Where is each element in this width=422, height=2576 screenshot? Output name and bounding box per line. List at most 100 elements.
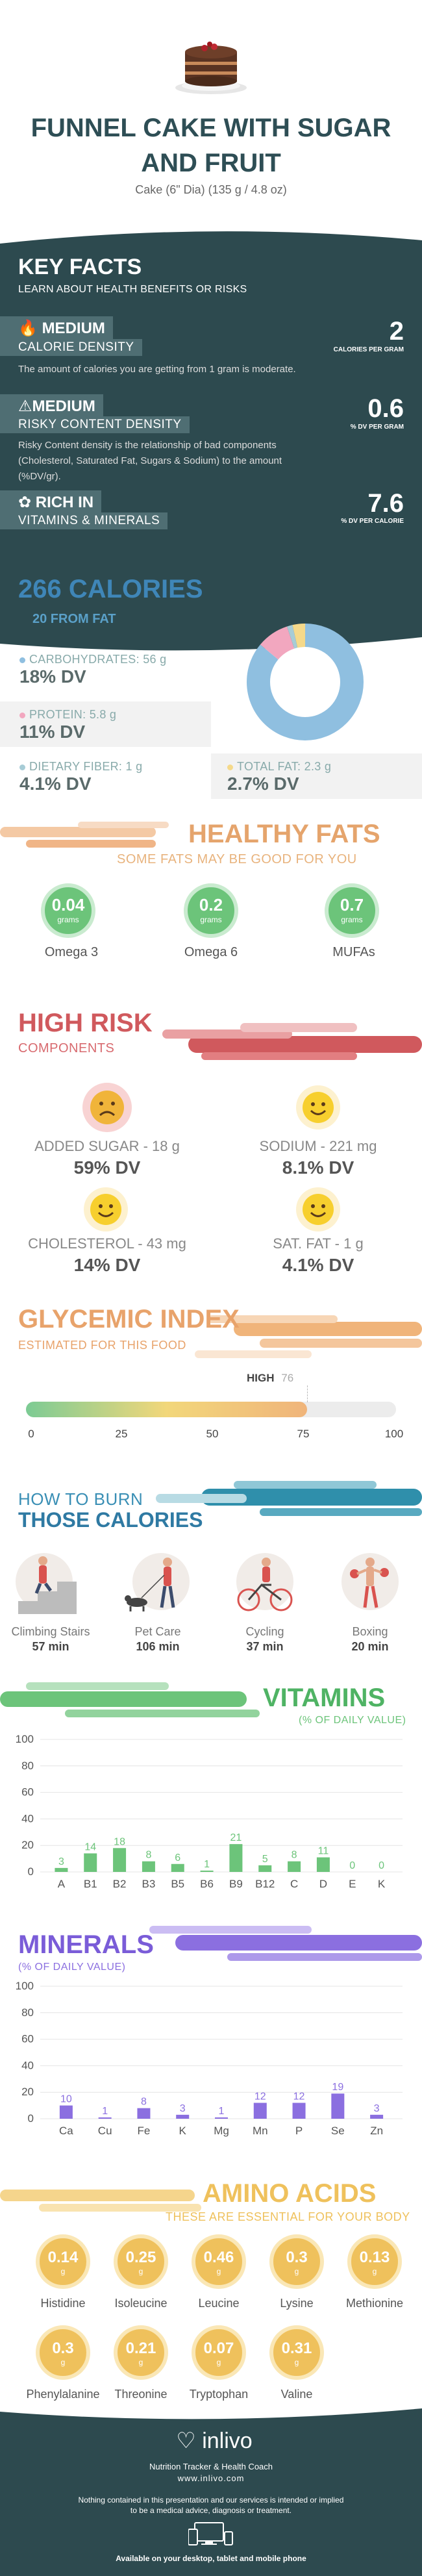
risky-density-label-text: RISKY CONTENT DENSITY <box>0 416 190 433</box>
vitamin-bar-b9 <box>229 1844 243 1872</box>
amino-unit: g <box>372 2267 377 2276</box>
vitamin-bar-b1 <box>84 1853 97 1872</box>
protein-box <box>0 701 211 747</box>
mineral-value-label: 8 <box>141 2097 147 2108</box>
mineral-bar-se <box>331 2093 345 2119</box>
mineral-category-label: K <box>179 2125 187 2137</box>
key-facts-title: KEY FACTS <box>18 255 142 279</box>
cholesterol-dv: 14% DV <box>73 1255 141 1275</box>
vitamin-value-label: 8 <box>145 1850 151 1861</box>
burn-title-2: THOSE CALORIES <box>18 1508 203 1532</box>
cycling-minutes: 37 min <box>246 1640 284 1653</box>
omega3-value: 0.04 <box>51 895 85 915</box>
amino-value: 0.3 <box>52 2340 74 2357</box>
mufas-unit: grams <box>341 915 363 924</box>
omega6-badge: 0.2 grams <box>184 883 238 938</box>
high-risk-subtitle: COMPONENTS <box>18 1041 115 1055</box>
heart-logo-icon: ♡ <box>176 2429 196 2453</box>
key-facts-top-wave <box>0 227 422 244</box>
minerals-title: MINERALS <box>18 1930 154 1959</box>
omega3-badge: 0.04 grams <box>41 883 95 938</box>
amino-name-threonine: Threonine <box>114 2388 168 2401</box>
mineral-bar-zn <box>370 2114 384 2119</box>
mineral-bar-mg <box>215 2117 228 2119</box>
amino-subtitle: THESE ARE ESSENTIAL FOR YOUR BODY <box>166 2210 410 2223</box>
pet-care-icon <box>119 1549 197 1621</box>
mineral-ytick: 40 <box>21 2059 34 2071</box>
protein-label: PROTEIN: 5.8 g <box>29 708 117 721</box>
amino-unit: g <box>216 2267 221 2276</box>
calorie-density-label-text: CALORIE DENSITY <box>0 339 142 356</box>
vitamin-category-label: B6 <box>200 1878 214 1890</box>
added-sugar-dv: 59% DV <box>73 1157 141 1178</box>
mineral-category-label: Zn <box>370 2125 383 2137</box>
calorie-density-unit: CALORIES PER GRAM <box>333 346 404 353</box>
vitamin-value-label: 0 <box>349 1860 355 1871</box>
glycemic-level: HIGH 76 <box>247 1372 293 1385</box>
vitamins-label-text: VITAMINS & MINERALS <box>0 512 168 529</box>
vitamin-ytick: 60 <box>21 1786 34 1799</box>
amino-name-phenylalanine: Phenylalanine <box>26 2388 100 2401</box>
carbs-dot <box>19 657 25 663</box>
footer-available: Available on your desktop, tablet and mo… <box>116 2554 306 2563</box>
vitamins-subtitle: (% OF DAILY VALUE) <box>299 1715 406 1726</box>
mineral-value-label: 3 <box>180 2103 186 2114</box>
vitamin-value-label: 11 <box>318 1846 329 1857</box>
macro-donut-chart <box>247 624 364 740</box>
mineral-category-label: Fe <box>138 2125 151 2137</box>
added-sugar-label: ADDED SUGAR - 18 g <box>34 1138 180 1154</box>
footer-url[interactable]: www.inlivo.com <box>177 2473 245 2483</box>
flame-icon: 🔥 <box>18 320 38 337</box>
vitamin-bar-b3 <box>142 1861 155 1872</box>
amino-value: 0.25 <box>125 2249 156 2266</box>
calorie-density-value: 2 <box>389 317 404 346</box>
amino-badge-lysine: 0.3 g <box>269 2234 324 2289</box>
cycling-name: Cycling <box>245 1625 284 1638</box>
mineral-value-label: 19 <box>332 2082 343 2093</box>
vitamin-value-label: 14 <box>84 1841 96 1852</box>
total-fat-block: TOTAL FAT: 2.3 g 2.7% DV <box>227 760 409 794</box>
sat-fat-label: SAT. FAT - 1 g <box>273 1235 364 1252</box>
amino-value: 0.3 <box>286 2249 308 2266</box>
fat-box <box>211 753 422 799</box>
vitamin-ytick: 40 <box>21 1812 34 1825</box>
vitamin-category-label: B9 <box>229 1878 243 1890</box>
glycemic-marker <box>307 1385 308 1402</box>
key-facts-section <box>0 227 422 657</box>
protein-block: PROTEIN: 5.8 g 11% DV <box>19 708 214 742</box>
risky-density-level-text: MEDIUM <box>32 398 95 415</box>
vitamin-value-label: 6 <box>175 1852 180 1863</box>
carbs-dv: 18% DV <box>19 666 86 687</box>
omega6-unit: grams <box>200 915 222 924</box>
vitamin-bar-b2 <box>113 1848 127 1872</box>
calories-title: 266 CALORIES <box>18 575 203 603</box>
vitamin-category-label: E <box>349 1878 356 1890</box>
mineral-value-label: 3 <box>374 2103 380 2114</box>
omega3-name: Omega 3 <box>44 945 99 959</box>
minerals-bar-chart: 0 20 40 60 80 100 10 Ca 1 Cu 8 Fe 3 K 1 Mg 12 Mn 12 P 19 Se 3 Z… <box>16 1980 403 2137</box>
boxing-icon <box>331 1549 409 1621</box>
vitamin-value-label: 0 <box>379 1860 384 1871</box>
vitamins-label: VITAMINS & MINERALS <box>0 512 168 529</box>
mineral-category-label: Mg <box>214 2125 229 2137</box>
pet-care-name: Pet Care <box>134 1625 181 1638</box>
sat-fat-dv: 4.1% DV <box>282 1255 354 1275</box>
burn-title-1: HOW TO BURN <box>18 1489 143 1509</box>
omega6-value: 0.2 <box>199 895 223 915</box>
vitamin-category-label: C <box>290 1878 298 1890</box>
amino-unit: g <box>138 2358 143 2367</box>
vitamin-value-label: 3 <box>58 1856 64 1867</box>
amino-name-histidine: Histidine <box>40 2297 86 2310</box>
gi-tick-0: 0 <box>28 1428 34 1440</box>
key-facts-subtitle: LEARN ABOUT HEALTH BENEFITS OR RISKS <box>18 284 247 295</box>
devices-icon <box>188 2520 234 2552</box>
risky-density-description: Risky Content density is the relationshi… <box>18 440 282 482</box>
risky-density-unit: % DV PER GRAM <box>350 423 404 431</box>
footer-disclaimer-2: to be a medical advice, diagnosis or tre… <box>130 2506 292 2515</box>
vitamin-ytick: 80 <box>21 1760 34 1772</box>
mineral-value-label: 12 <box>293 2091 305 2102</box>
footer <box>0 2405 422 2576</box>
glycemic-stripes <box>195 1315 422 1358</box>
amino-name-leucine: Leucine <box>198 2297 240 2310</box>
high-risk-title: HIGH RISK <box>18 1009 153 1037</box>
